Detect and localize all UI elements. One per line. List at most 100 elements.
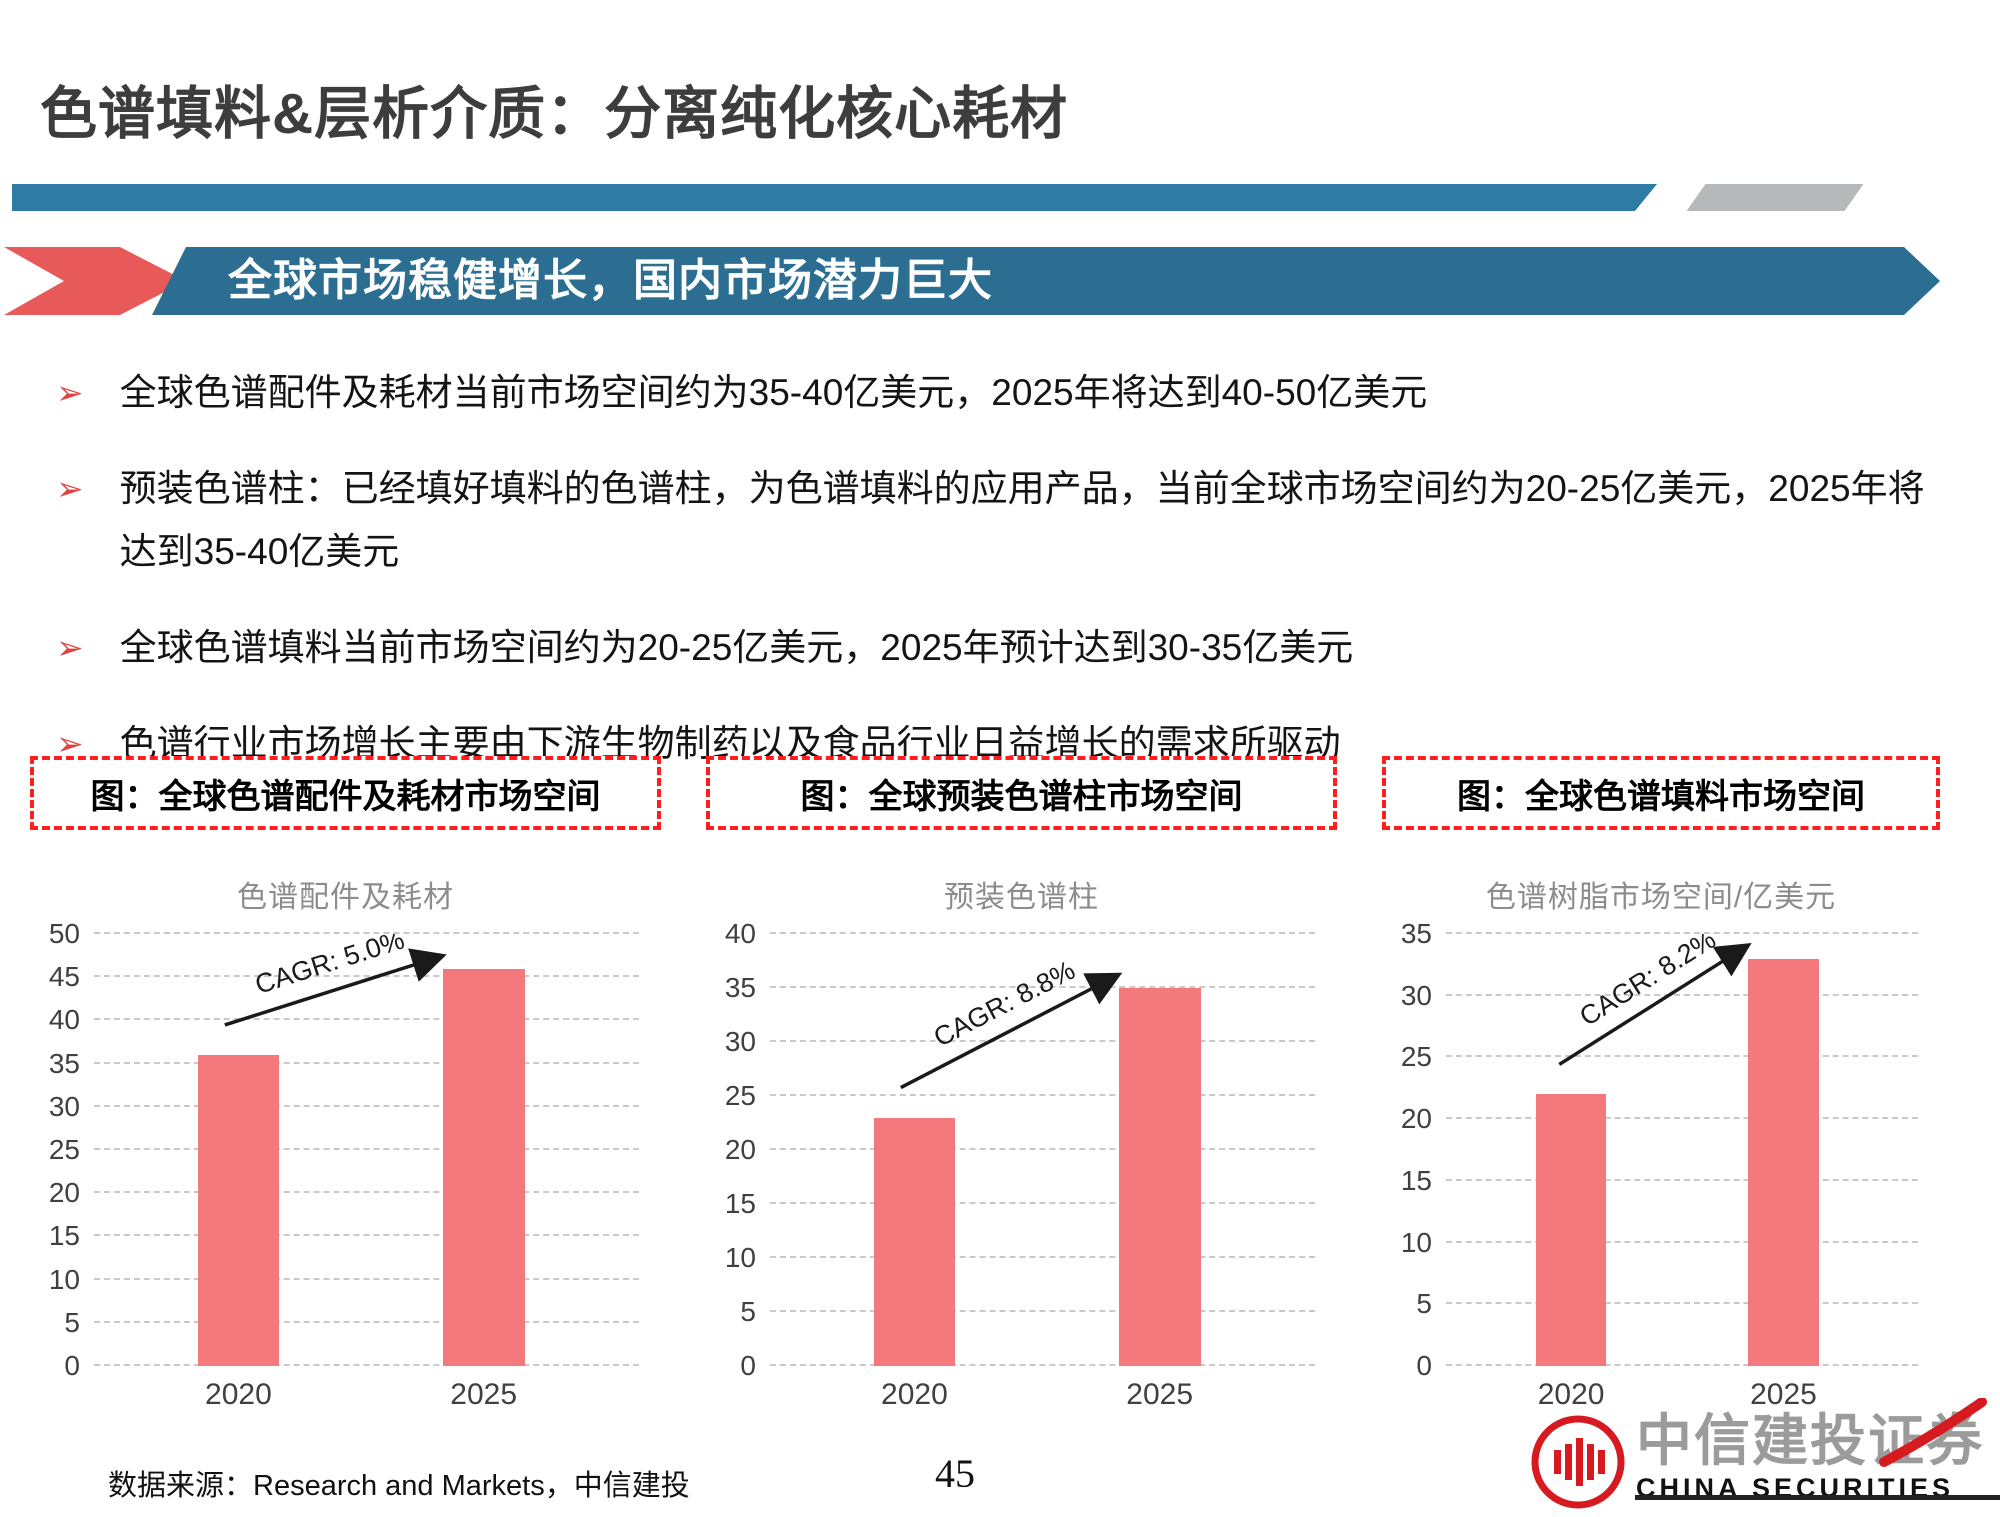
- gridline: [770, 1256, 1315, 1258]
- figure-label-accessories: 图：全球色谱配件及耗材市场空间: [30, 756, 661, 830]
- y-tick-label: 50: [48, 918, 80, 949]
- gridline: [94, 1018, 639, 1021]
- bullet-text: 全球色谱配件及耗材当前市场空间约为35-40亿美元，2025年将达到40-50亿…: [119, 372, 1428, 413]
- gridline: [770, 1202, 1315, 1204]
- plot-area: CAGR: 5.0%: [94, 932, 639, 1366]
- gridline: [1446, 1178, 1918, 1181]
- gridline: [94, 932, 639, 934]
- section-banner-title: 全球市场稳健增长，国内市场潜力巨大: [228, 256, 993, 305]
- bullet-arrow-icon: ➢: [56, 628, 84, 666]
- gridline: [94, 1148, 639, 1150]
- gridline: [1446, 1117, 1918, 1120]
- chart-title: 色谱配件及耗材: [237, 881, 454, 914]
- bar-2020: [1535, 1094, 1607, 1366]
- decor-gray-slash: [1686, 184, 1864, 211]
- plot-area: CAGR: 8.2%: [1446, 932, 1918, 1366]
- gridline: [770, 1364, 1315, 1366]
- bullet-item: ➢ 全球色谱配件及耗材当前市场空间约为35-40亿美元，2025年将达到40-5…: [56, 362, 1946, 425]
- logo-cn-text: 中信建投证券: [1636, 1397, 1987, 1471]
- title-underline-bar: [12, 184, 1657, 211]
- gridline: [1446, 993, 1918, 996]
- y-tick-label: 15: [1400, 1164, 1432, 1196]
- y-tick-label: 25: [724, 1080, 756, 1111]
- bar-2020: [873, 1117, 956, 1366]
- figure-label-packing-media: 图：全球色谱填料市场空间: [1382, 756, 1940, 830]
- y-axis: 0 5 10 15 20 25 30 35 40 45 50: [30, 918, 94, 1381]
- y-tick-label: 5: [64, 1306, 80, 1338]
- x-category-label: 2020: [205, 1378, 272, 1411]
- y-tick-label: 35: [724, 972, 756, 1003]
- bar-2020: [197, 1054, 280, 1366]
- y-tick-label: 25: [48, 1134, 80, 1165]
- y-tick-label: 40: [48, 1004, 80, 1036]
- cagr-annotation: CAGR: 8.8%: [899, 955, 1123, 1090]
- chart-prepacked-columns-market: 预装色谱柱 0 5 10 15 20 25 30 35 40 CAGR: 8.8% 2020 20…: [706, 858, 1337, 1420]
- y-tick-label: 30: [724, 1026, 756, 1057]
- y-tick-label: 10: [48, 1263, 80, 1295]
- citic-emblem-icon: [1528, 1412, 1628, 1517]
- bullet-arrow-icon: ➢: [56, 724, 84, 762]
- section-banner: [152, 247, 1940, 315]
- cagr-label: CAGR: 8.8%: [929, 955, 1080, 1053]
- x-category-label: 2020: [881, 1378, 948, 1411]
- y-tick-label: 20: [724, 1134, 756, 1165]
- bar-2025: [1118, 988, 1201, 1366]
- y-tick-label: 0: [64, 1350, 80, 1381]
- bullet-arrow-icon: ➢: [56, 374, 84, 411]
- y-tick-label: 20: [1400, 1103, 1432, 1135]
- chart-packing-media-market: 色谱树脂市场空间/亿美元 0 5 10 15 20 25 30 35 CAGR: 8.2% 2…: [1382, 858, 1940, 1420]
- page-title: 色谱填料&层析介质：分离纯化核心耗材: [40, 82, 1069, 146]
- gridline: [94, 1104, 639, 1107]
- y-tick-label: 5: [740, 1296, 756, 1327]
- figure-label-prepacked-columns: 图：全球预装色谱柱市场空间: [706, 756, 1337, 830]
- y-tick-label: 0: [740, 1350, 756, 1381]
- y-tick-label: 30: [1400, 979, 1432, 1011]
- bar-2025: [442, 968, 525, 1366]
- y-tick-label: 45: [48, 961, 80, 993]
- cagr-annotation: CAGR: 5.0%: [224, 934, 447, 1027]
- gridline: [94, 1234, 639, 1237]
- gridline: [1446, 1055, 1918, 1058]
- gridline: [770, 1094, 1315, 1096]
- gridline: [94, 975, 639, 978]
- y-axis: 0 5 10 15 20 25 30 35 40: [706, 918, 770, 1381]
- gridline: [770, 932, 1315, 934]
- y-tick-label: 40: [724, 918, 756, 949]
- bullet-item: ➢ 全球色谱填料当前市场空间约为20-25亿美元，2025年预计达到30-35亿…: [56, 617, 1946, 680]
- x-category-label: 2025: [450, 1378, 518, 1411]
- x-category-label: 2020: [1537, 1378, 1605, 1411]
- bullet-arrow-icon: ➢: [56, 469, 84, 507]
- y-tick-label: 35: [48, 1047, 80, 1079]
- x-category-label: 2025: [1126, 1378, 1194, 1411]
- y-tick-label: 35: [1400, 918, 1432, 949]
- gridline: [770, 1310, 1315, 1312]
- y-axis: 0 5 10 15 20 25 30 35: [1382, 918, 1446, 1381]
- x-axis: 2020 2025: [770, 1374, 1315, 1420]
- bullet-text: 全球色谱填料当前市场空间约为20-25亿美元，2025年预计达到30-35亿美元: [119, 626, 1354, 668]
- gridline: [1446, 1240, 1918, 1243]
- y-tick-label: 25: [1400, 1041, 1432, 1073]
- cagr-annotation: CAGR: 8.2%: [1558, 934, 1752, 1066]
- bullet-text: 预装色谱柱：已经填好填料的色谱柱，为色谱填料的应用产品，当前全球市场空间约为20…: [119, 467, 1925, 572]
- chart-title: 预装色谱柱: [944, 881, 1099, 914]
- y-tick-label: 30: [48, 1090, 80, 1122]
- y-tick-label: 20: [48, 1177, 80, 1209]
- cagr-label: CAGR: 5.0%: [252, 934, 408, 1000]
- bottom-edge-line: [1635, 1495, 2000, 1500]
- china-securities-logo: 中信建投证券 CHINA SECURITIES: [1528, 1397, 1987, 1517]
- gridline: [94, 1191, 639, 1194]
- gridline: [94, 1277, 639, 1280]
- bullet-item: ➢ 预装色谱柱：已经填好填料的色谱柱，为色谱填料的应用产品，当前全球市场空间约为…: [56, 458, 1946, 584]
- gridline: [94, 1320, 639, 1323]
- gridline: [1446, 1364, 1918, 1366]
- x-axis: 2020 2025: [94, 1374, 639, 1420]
- gridline: [94, 1061, 639, 1064]
- y-tick-label: 15: [724, 1188, 756, 1219]
- bullet-list: ➢ 全球色谱配件及耗材当前市场空间约为35-40亿美元，2025年将达到40-5…: [56, 362, 1946, 808]
- gridline: [1446, 1302, 1918, 1305]
- bar-2025: [1748, 958, 1819, 1366]
- chart-title: 色谱树脂市场空间/亿美元: [1485, 881, 1837, 914]
- x-axis: 2020 2025: [1446, 1374, 1918, 1420]
- logo-swoosh-icon: [1878, 1397, 1988, 1479]
- page-number: 45: [935, 1451, 975, 1496]
